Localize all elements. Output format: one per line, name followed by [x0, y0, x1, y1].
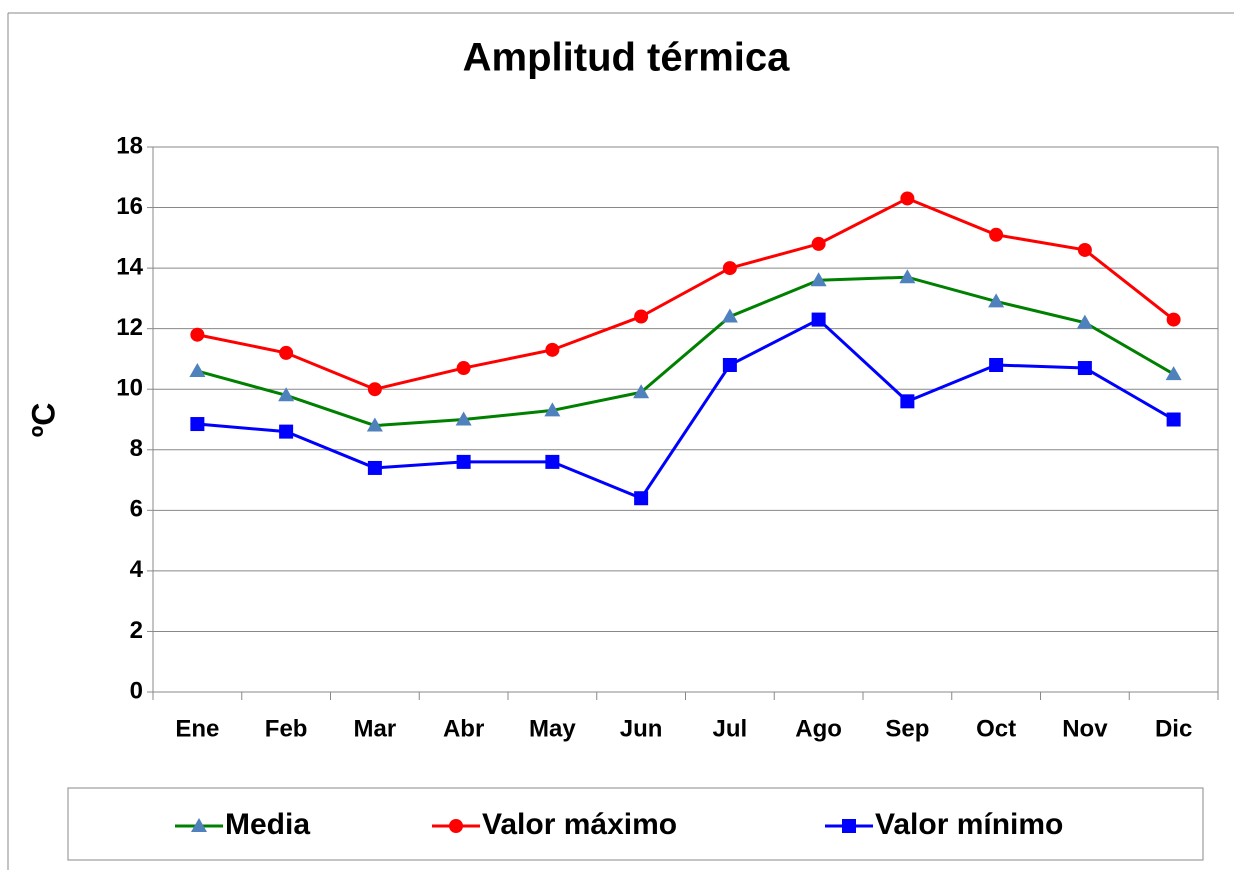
x-tick-label: Abr [443, 715, 484, 742]
y-tick-label: 8 [130, 435, 143, 462]
marker [456, 454, 471, 469]
marker [455, 411, 472, 426]
marker [989, 227, 1004, 242]
marker [634, 491, 649, 506]
chart-title: Amplitud térmica [463, 36, 790, 80]
marker [722, 261, 737, 276]
x-tick-label: Mar [354, 715, 397, 742]
marker [278, 387, 295, 402]
marker [545, 342, 560, 357]
legend-label: Valor mínimo [875, 808, 1063, 841]
marker [367, 460, 382, 475]
marker [1166, 412, 1181, 427]
marker [634, 309, 649, 324]
x-tick-label: Dic [1155, 715, 1192, 742]
y-tick-label: 12 [116, 314, 143, 341]
series-line [197, 196, 1175, 391]
y-tick-label: 4 [130, 556, 144, 583]
marker [900, 394, 915, 409]
marker [633, 384, 650, 399]
marker [279, 345, 294, 360]
marker [900, 191, 915, 206]
x-tick-label: Ene [175, 715, 219, 742]
marker [989, 358, 1004, 372]
marker [1165, 366, 1182, 381]
marker [190, 327, 205, 342]
marker [899, 269, 916, 284]
marker [1076, 314, 1093, 329]
legend-label: Valor máximo [482, 808, 677, 841]
x-tick-label: Nov [1062, 715, 1108, 742]
legend-label: Media [225, 808, 310, 841]
y-tick-label: 0 [130, 677, 143, 704]
marker [1166, 312, 1181, 327]
y-tick-label: 18 [116, 132, 143, 159]
y-axis-label: ºC [25, 403, 61, 438]
marker [1077, 242, 1092, 257]
marker [545, 454, 560, 469]
legend-marker [842, 819, 856, 833]
marker [722, 358, 737, 372]
series-line [197, 317, 1175, 501]
marker [721, 308, 738, 323]
x-tick-label: Oct [976, 715, 1016, 742]
marker [810, 272, 827, 287]
marker [366, 417, 383, 432]
x-tick-label: Feb [265, 715, 308, 742]
y-tick-label: 16 [116, 193, 143, 220]
legend-marker [449, 819, 463, 833]
y-tick-label: 14 [116, 253, 143, 280]
y-tick-label: 6 [130, 496, 143, 523]
y-tick-label: 2 [130, 617, 143, 644]
marker [1077, 361, 1092, 376]
x-tick-label: Sep [885, 715, 929, 742]
marker [189, 363, 206, 378]
marker [988, 293, 1005, 308]
x-tick-label: Jul [713, 715, 748, 742]
marker [811, 312, 826, 327]
legend-marker [191, 818, 207, 832]
x-tick-label: Ago [795, 715, 842, 742]
marker [190, 417, 205, 432]
marker [544, 402, 561, 417]
marker [811, 236, 826, 251]
marker [367, 382, 382, 397]
marker [456, 361, 471, 376]
x-tick-label: May [529, 715, 576, 742]
y-tick-label: 10 [116, 375, 143, 402]
series-line [196, 275, 1175, 428]
legend-box [67, 787, 1204, 861]
plot-area [152, 146, 1219, 693]
x-tick-label: Jun [620, 715, 663, 742]
marker [279, 424, 294, 439]
